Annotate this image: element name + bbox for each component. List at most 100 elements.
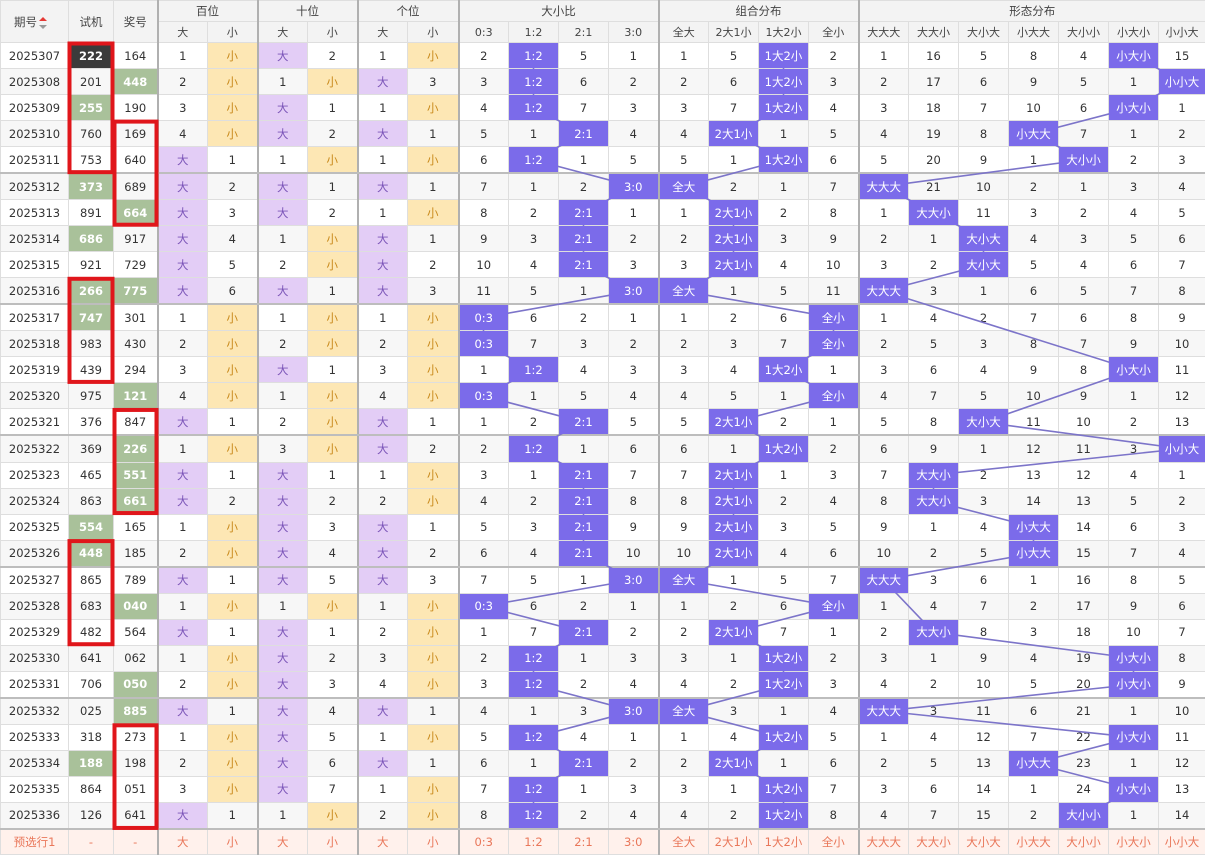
period-cell: 2025314 bbox=[0, 225, 69, 253]
form-hit: 小大小 bbox=[1108, 670, 1159, 699]
combo-miss-count: 8 bbox=[808, 199, 859, 227]
form-miss-count: 8 bbox=[908, 408, 959, 437]
period-cell: 2025308 bbox=[0, 68, 69, 96]
test-number-cell: 865 bbox=[68, 566, 114, 594]
prize-number-header: 奖号 bbox=[113, 0, 158, 43]
prize-number-cell: 640 bbox=[113, 146, 158, 175]
period-header[interactable]: 期号 bbox=[0, 0, 69, 43]
predict-form-cell[interactable]: 小大大 bbox=[1008, 827, 1059, 855]
predict-pos-cell[interactable]: 大 bbox=[256, 827, 308, 855]
ratio-hit: 3:0 bbox=[608, 172, 659, 201]
test-number-cell: 641 bbox=[68, 644, 114, 672]
sub-header-form: 小小大 bbox=[1157, 21, 1205, 43]
form-miss-count: 1 bbox=[1108, 68, 1159, 96]
predict-row[interactable]: 预选行1- - 大小大小大小 0:3 1:2 2:1 3:0 全大 2大1小 1大2小 全小 大大大大… bbox=[0, 827, 1205, 855]
xiao-cell: 2 bbox=[407, 251, 459, 279]
form-miss-count: 1 bbox=[857, 303, 909, 332]
xiao-cell: 小 bbox=[207, 749, 258, 777]
form-miss-count: 5 bbox=[908, 749, 959, 777]
form-miss-count: 6 bbox=[908, 775, 959, 803]
combo-miss-count: 1 bbox=[657, 199, 709, 227]
predict-combo-cell[interactable]: 全小 bbox=[808, 827, 859, 855]
form-miss-count: 4 bbox=[908, 303, 959, 332]
xiao-cell: 2 bbox=[407, 539, 459, 568]
form-miss-count: 7 bbox=[857, 461, 909, 489]
predict-ratio-cell[interactable]: 0:3 bbox=[457, 827, 509, 855]
form-miss-count: 1 bbox=[1157, 461, 1205, 489]
test-number-cell: 126 bbox=[68, 801, 114, 830]
combo-miss-count: 5 bbox=[758, 566, 809, 594]
prize-number-cell: 430 bbox=[113, 330, 158, 358]
da-cell: 2 bbox=[256, 408, 308, 437]
form-miss-count: 1 bbox=[1058, 172, 1109, 201]
predict-pos-cell[interactable]: 大 bbox=[156, 827, 208, 855]
da-cell: 4 bbox=[156, 382, 208, 410]
ratio-miss-count: 4 bbox=[457, 487, 509, 515]
form-miss-count: 14 bbox=[1008, 487, 1059, 515]
form-miss-count: 14 bbox=[958, 775, 1009, 803]
xiao-cell: 小 bbox=[307, 408, 358, 437]
predict-form-cell[interactable]: 大小大 bbox=[958, 827, 1009, 855]
form-miss-count: 3 bbox=[1157, 513, 1205, 541]
predict-combo-cell[interactable]: 1大2小 bbox=[758, 827, 809, 855]
predict-form-cell[interactable]: 小大小 bbox=[1108, 827, 1159, 855]
form-miss-count: 2 bbox=[857, 330, 909, 358]
sub-header-ratio: 2:1 bbox=[558, 21, 609, 43]
predict-ratio-cell[interactable]: 3:0 bbox=[608, 827, 659, 855]
combo-miss-count: 6 bbox=[808, 539, 859, 568]
sub-header-form: 大大大 bbox=[857, 21, 909, 43]
predict-pos-cell[interactable]: 小 bbox=[407, 827, 459, 855]
table-row: 2025329 482 564 大 1 大 1 2 小 1 7 2:1 2 2 2大1小 7 1 2 大大小 8 3 18… bbox=[0, 618, 1205, 646]
xiao-cell: 1 bbox=[207, 801, 258, 830]
prize-number-cell: 226 bbox=[113, 434, 158, 463]
predict-form-cell[interactable]: 大小小 bbox=[1058, 827, 1109, 855]
period-cell: 2025320 bbox=[0, 382, 69, 410]
predict-form-cell[interactable]: 大大大 bbox=[857, 827, 909, 855]
ratio-miss-count: 1 bbox=[608, 592, 659, 620]
period-cell: 2025316 bbox=[0, 277, 69, 306]
da-cell: 大 bbox=[256, 172, 308, 201]
da-cell: 大 bbox=[156, 487, 208, 515]
da-cell: 2 bbox=[356, 618, 408, 646]
predict-combo-cell[interactable]: 全大 bbox=[657, 827, 709, 855]
predict-pos-cell[interactable]: 小 bbox=[207, 827, 258, 855]
test-number-cell: 864 bbox=[68, 775, 114, 803]
form-miss-count: 6 bbox=[1008, 697, 1059, 725]
table-row: 2025319 439 294 3 小大 1 3 小 1 1:2 4 3 3 4 1大2小 1 3 6 4 9 8 小大小… bbox=[0, 356, 1205, 384]
combo-miss-count: 1 bbox=[708, 566, 759, 594]
form-miss-count: 8 bbox=[1008, 330, 1059, 358]
prize-number-cell: 051 bbox=[113, 775, 158, 803]
ratio-miss-count: 3 bbox=[558, 697, 609, 725]
table-row: 2025324 863 661 大 2 大 2 2 小 4 2 2:1 8 8 2大1小 2 4 8 大大小 3 14 1… bbox=[0, 487, 1205, 515]
combo-miss-count: 3 bbox=[708, 330, 759, 358]
form-miss-count: 9 bbox=[1157, 303, 1205, 332]
predict-combo-cell[interactable]: 2大1小 bbox=[708, 827, 759, 855]
form-miss-count: 1 bbox=[958, 277, 1009, 306]
da-cell: 2 bbox=[356, 487, 408, 515]
prize-number-cell: 185 bbox=[113, 539, 158, 568]
form-miss-count: 4 bbox=[1058, 251, 1109, 279]
form-miss-count: 10 bbox=[1108, 618, 1159, 646]
predict-pos-cell[interactable]: 大 bbox=[356, 827, 408, 855]
sort-down-icon[interactable] bbox=[39, 24, 47, 29]
xiao-cell: 5 bbox=[307, 723, 358, 751]
combo-hit: 1大2小 bbox=[758, 434, 809, 463]
ratio-miss-count: 4 bbox=[558, 723, 609, 751]
period-cell: 2025333 bbox=[0, 723, 69, 751]
form-hit: 大小小 bbox=[1058, 146, 1109, 175]
form-miss-count: 2 bbox=[1058, 199, 1109, 227]
sort-up-icon[interactable] bbox=[39, 17, 47, 21]
form-miss-count: 1 bbox=[1008, 775, 1059, 803]
xiao-cell: 小 bbox=[207, 356, 258, 384]
period-cell: 2025310 bbox=[0, 120, 69, 148]
predict-form-cell[interactable]: 小小大 bbox=[1157, 827, 1205, 855]
predict-pos-cell[interactable]: 小 bbox=[307, 827, 358, 855]
predict-form-cell[interactable]: 大大小 bbox=[908, 827, 959, 855]
ratio-miss-count: 2 bbox=[508, 408, 559, 437]
predict-ratio-cell[interactable]: 1:2 bbox=[508, 827, 559, 855]
da-cell: 大 bbox=[156, 408, 208, 437]
predict-ratio-cell[interactable]: 2:1 bbox=[558, 827, 609, 855]
form-hit: 大大小 bbox=[908, 618, 959, 646]
combo-miss-count: 1 bbox=[758, 461, 809, 489]
